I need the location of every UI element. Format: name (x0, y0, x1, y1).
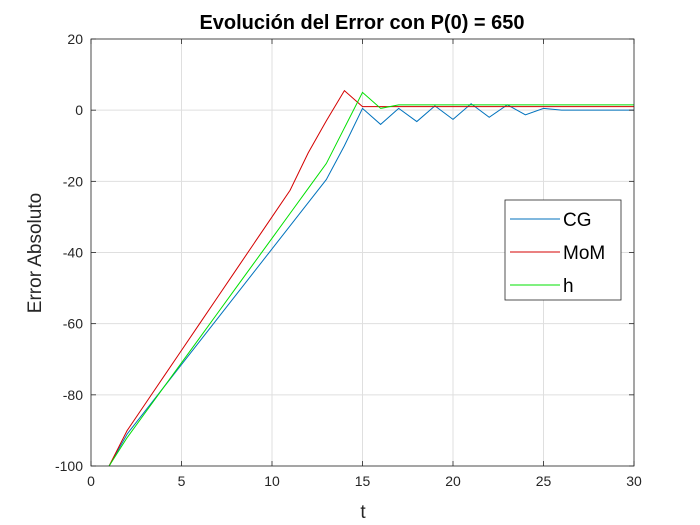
x-tick-label: 0 (87, 473, 95, 489)
series-line-h (108, 91, 634, 467)
x-tick-label: 25 (536, 473, 552, 489)
series-line-cg (108, 103, 634, 467)
y-tick-label: -40 (63, 245, 83, 261)
series-layer (108, 89, 634, 467)
y-tick-label: 20 (67, 31, 83, 47)
legend-label-h: h (563, 276, 574, 297)
y-tick-label: 0 (75, 102, 83, 118)
legend: CG MoM h (504, 199, 622, 301)
y-tick-label: -20 (63, 173, 83, 189)
x-axis-label: t (360, 502, 366, 523)
y-tick-label: -80 (63, 387, 83, 403)
x-tick-label: 30 (626, 473, 642, 489)
x-tick-label: 5 (178, 473, 186, 489)
series-line-mom (108, 89, 634, 467)
chart-title: Evolución del Error con P(0) = 650 (199, 12, 524, 34)
x-tick-label: 10 (264, 473, 280, 489)
y-tick-label: -60 (63, 316, 83, 332)
axis-ticks: 0 5 10 15 20 25 30 -100 -80 -60 -40 -20 0 20 (55, 31, 642, 489)
legend-label-cg: CG (563, 210, 592, 231)
x-tick-label: 20 (445, 473, 461, 489)
x-tick-label: 15 (355, 473, 371, 489)
y-tick-label: -100 (55, 458, 83, 474)
legend-label-mom: MoM (563, 243, 605, 264)
y-axis-label: Error Absoluto (25, 193, 46, 313)
legend-box (504, 199, 622, 301)
